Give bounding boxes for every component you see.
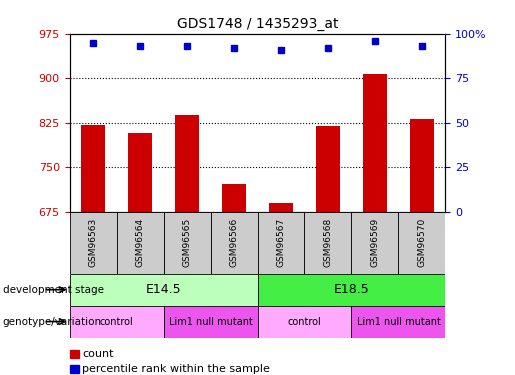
Bar xyxy=(269,203,293,212)
Bar xyxy=(211,212,258,274)
Bar xyxy=(258,274,445,306)
Text: Lim1 null mutant: Lim1 null mutant xyxy=(356,316,440,327)
Bar xyxy=(164,306,258,338)
Bar xyxy=(175,115,199,212)
Bar xyxy=(116,212,164,274)
Text: control: control xyxy=(287,316,321,327)
Text: GSM96563: GSM96563 xyxy=(89,218,97,267)
Text: count: count xyxy=(82,349,114,359)
Text: GSM96570: GSM96570 xyxy=(418,218,426,267)
Bar xyxy=(399,212,445,274)
Text: percentile rank within the sample: percentile rank within the sample xyxy=(82,364,270,374)
Title: GDS1748 / 1435293_at: GDS1748 / 1435293_at xyxy=(177,17,338,32)
Text: GSM96569: GSM96569 xyxy=(370,218,380,267)
Text: GSM96568: GSM96568 xyxy=(323,218,333,267)
Bar xyxy=(70,274,258,306)
Text: control: control xyxy=(99,316,133,327)
Bar xyxy=(164,212,211,274)
Text: development stage: development stage xyxy=(3,285,104,295)
Text: GSM96565: GSM96565 xyxy=(182,218,192,267)
Bar xyxy=(258,212,304,274)
Bar xyxy=(316,126,340,212)
Text: E14.5: E14.5 xyxy=(146,283,181,296)
Bar xyxy=(410,118,434,212)
Text: GSM96566: GSM96566 xyxy=(230,218,238,267)
Bar xyxy=(70,212,116,274)
Bar xyxy=(352,212,399,274)
Bar xyxy=(222,184,246,212)
Text: GSM96564: GSM96564 xyxy=(135,218,145,267)
Bar xyxy=(128,133,152,212)
Text: E18.5: E18.5 xyxy=(334,283,369,296)
Bar xyxy=(258,306,351,338)
Bar xyxy=(363,74,387,212)
Text: GSM96567: GSM96567 xyxy=(277,218,285,267)
Bar xyxy=(304,212,352,274)
Bar xyxy=(352,306,445,338)
Bar xyxy=(70,306,164,338)
Text: genotype/variation: genotype/variation xyxy=(3,316,101,327)
Text: Lim1 null mutant: Lim1 null mutant xyxy=(168,316,252,327)
Bar xyxy=(81,124,105,212)
